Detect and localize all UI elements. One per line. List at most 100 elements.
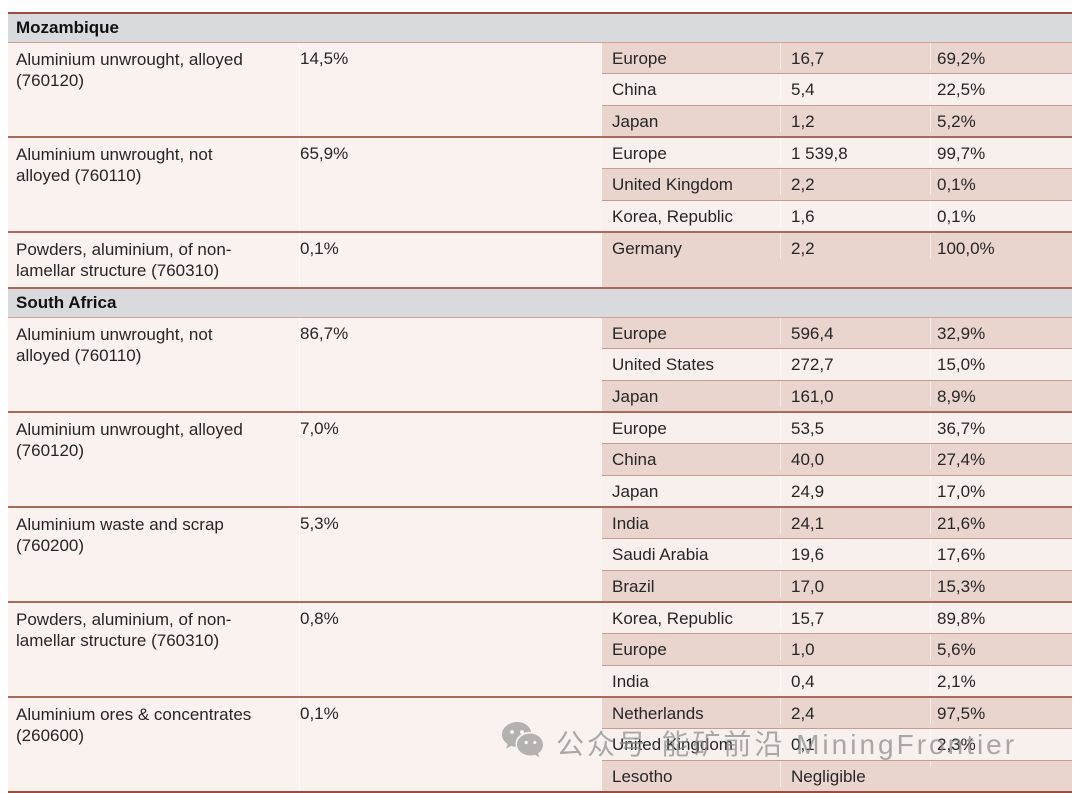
destination-block: Europe 53,5 36,7% China 40,0 27,4% Japan 24,9 17… [602,413,1072,506]
destination-share: 99,7% [930,138,1072,164]
destination-share: 15,3% [930,570,1072,597]
destination-share: 0,1% [930,169,1072,196]
export-share: 7,0% [300,419,339,438]
destination-market: Japan [612,386,659,406]
trade-table: Mozambique Aluminium unwrought, alloyed (… [8,12,1072,793]
destination-share: 21,6% [930,508,1072,534]
destination-row: Korea, Republic 1,6 0,1% [602,199,1072,231]
product-name: Aluminium unwrought, alloyed (760120) [8,43,300,136]
destination-share: 97,5% [930,698,1072,724]
destination-market: United Kingdom [612,175,733,195]
product-cell-group: Aluminium unwrought, not alloyed (760110… [8,318,602,411]
destination-market: Brazil [612,576,655,596]
destination-share [930,760,1072,767]
destination-market: India [612,514,649,533]
product-row: Aluminium unwrought, alloyed (760120) 14,… [8,43,1072,136]
destination-value: 1,0 [780,634,930,661]
destination-market: Europe [612,49,667,68]
destination-value: 5,4 [780,74,930,101]
product-name: Aluminium unwrought, not alloyed (760110… [8,138,300,231]
destination-share: 2,1% [930,665,1072,692]
destination-block: Netherlands 2,4 97,5% United Kingdom 0,1 2,3%… [602,698,1072,791]
destination-block: Europe 596,4 32,9% United States 272,7 15,0% J… [602,318,1072,411]
destination-value: 0,4 [780,665,930,692]
destination-share: 5,2% [930,105,1072,132]
destination-value: 2,4 [780,698,930,724]
destination-share: 2,3% [930,729,1072,756]
product-cell-group: Aluminium unwrought, alloyed (760120) 7,0… [8,413,602,506]
product-name: Aluminium ores & concentrates (260600) [8,698,300,791]
destination-row: United Kingdom 0,1 2,3% [602,728,1072,760]
destination-row: Europe 16,7 69,2% [602,43,1072,74]
export-share: 0,8% [300,609,339,628]
destination-value: 19,6 [780,539,930,566]
destination-value: 0,1 [780,729,930,756]
destination-share: 8,9% [930,380,1072,407]
destination-row: Saudi Arabia 19,6 17,6% [602,538,1072,570]
destination-value: 272,7 [780,349,930,376]
product-row: Aluminium waste and scrap (760200) 5,3% In… [8,506,1072,601]
section-header: Mozambique [8,14,1072,43]
export-share: 0,1% [300,704,339,723]
destination-market: Europe [612,419,667,438]
destination-block: Germany 2,2 100,0% [602,233,1072,287]
destination-row: India 24,1 21,6% [602,508,1072,539]
product-name: Powders, aluminium, of non- lamellar str… [8,603,300,696]
destination-row: Japan 161,0 8,9% [602,379,1072,411]
destination-row: India 0,4 2,1% [602,664,1072,696]
product-cell-group: Powders, aluminium, of non- lamellar str… [8,603,602,696]
destination-share: 0,1% [930,200,1072,227]
destination-market: Saudi Arabia [612,545,709,565]
destination-block: Korea, Republic 15,7 89,8% Europe 1,0 5,6% Ind… [602,603,1072,696]
destination-row: Korea, Republic 15,7 89,8% [602,603,1072,634]
product-cell-group: Powders, aluminium, of non- lamellar str… [8,233,602,287]
product-row: Powders, aluminium, of non- lamellar str… [8,601,1072,696]
destination-market: Europe [612,324,667,343]
destination-market: Japan [612,111,659,131]
destination-market: Europe [612,640,667,660]
destination-value: 596,4 [780,318,930,344]
destination-share: 5,6% [930,634,1072,661]
destination-row: Lesotho Negligible [602,759,1072,791]
product-cell-group: Aluminium ores & concentrates (260600) 0,… [8,698,602,791]
destination-market: Germany [612,239,682,258]
destination-market: India [612,671,649,691]
destination-market: United Kingdom [612,735,733,755]
destination-value: 24,9 [780,475,930,502]
destination-share: 17,6% [930,539,1072,566]
destination-row: China 5,4 22,5% [602,73,1072,105]
destination-share: 100,0% [930,233,1072,259]
destination-value: 16,7 [780,43,930,69]
destination-market: China [612,450,657,470]
product-row: Aluminium unwrought, not alloyed (760110… [8,136,1072,231]
destination-row: Brazil 17,0 15,3% [602,569,1072,601]
export-share: 0,1% [300,239,339,258]
destination-share: 17,0% [930,475,1072,502]
destination-market: Japan [612,481,659,501]
destination-share: 27,4% [930,444,1072,471]
destination-row: Japan 24,9 17,0% [602,474,1072,506]
product-row: Aluminium ores & concentrates (260600) 0,… [8,696,1072,791]
destination-value: Negligible [780,760,930,787]
destination-block: Europe 16,7 69,2% China 5,4 22,5% Japan 1,2 5,2% [602,43,1072,136]
destination-value: 1,2 [780,105,930,132]
destination-market: Korea, Republic [612,609,733,628]
destination-row: Netherlands 2,4 97,5% [602,698,1072,729]
destination-share: 69,2% [930,43,1072,69]
destination-market: Netherlands [612,704,704,723]
destination-row: United States 272,7 15,0% [602,348,1072,380]
destination-market: Europe [612,144,667,163]
destination-value: 2,2 [780,169,930,196]
destination-value: 53,5 [780,413,930,439]
destination-value: 24,1 [780,508,930,534]
destination-value: 40,0 [780,444,930,471]
destination-row: United Kingdom 2,2 0,1% [602,168,1072,200]
product-name: Aluminium waste and scrap (760200) [8,508,300,601]
destination-share: 15,0% [930,349,1072,376]
destination-value: 161,0 [780,380,930,407]
destination-value: 15,7 [780,603,930,629]
export-share: 14,5% [300,49,349,68]
destination-share: 32,9% [930,318,1072,344]
product-cell-group: Aluminium unwrought, alloyed (760120) 14,… [8,43,602,136]
destination-row: Germany 2,2 100,0% [602,233,1072,287]
